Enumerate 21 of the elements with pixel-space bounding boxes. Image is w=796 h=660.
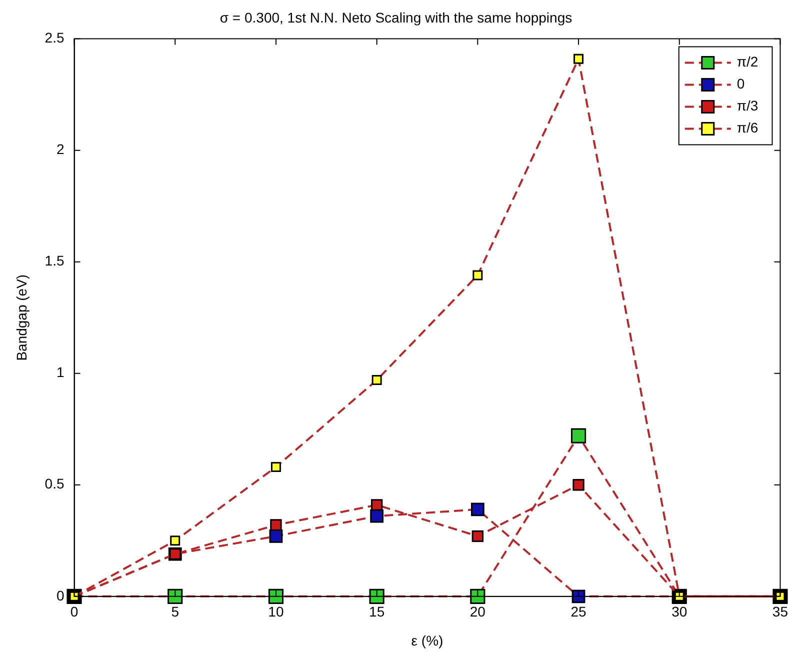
y-tick-label: 0 [56,587,64,604]
x-tick-label: 0 [70,604,78,620]
y-tick-label: 2.5 [44,30,64,46]
y-axis-title: Bandgap (eV) [13,274,30,361]
x-tick-label: 25 [570,604,587,620]
x-tick-label: 10 [268,604,284,620]
chart-title: σ = 0.300, 1st N.N. Neto Scaling with the same hoppings [220,9,572,26]
x-tick-label: 35 [772,604,788,620]
legend-label: 0 [736,76,745,92]
x-axis-title: ε (%) [411,632,444,648]
y-tick-label: 0.5 [44,476,64,492]
legend-label: π/6 [736,120,758,136]
x-tick-label: 5 [171,604,180,620]
legend-label: π/2 [736,54,758,70]
legend-label: π/3 [736,98,758,114]
x-tick-label: 15 [369,604,385,620]
y-tick-label: 2 [56,141,64,158]
x-tick-label: 20 [470,604,486,620]
x-tick-label: 30 [672,604,688,620]
y-tick-label: 1 [56,364,64,380]
y-tick-label: 1.5 [44,252,64,269]
